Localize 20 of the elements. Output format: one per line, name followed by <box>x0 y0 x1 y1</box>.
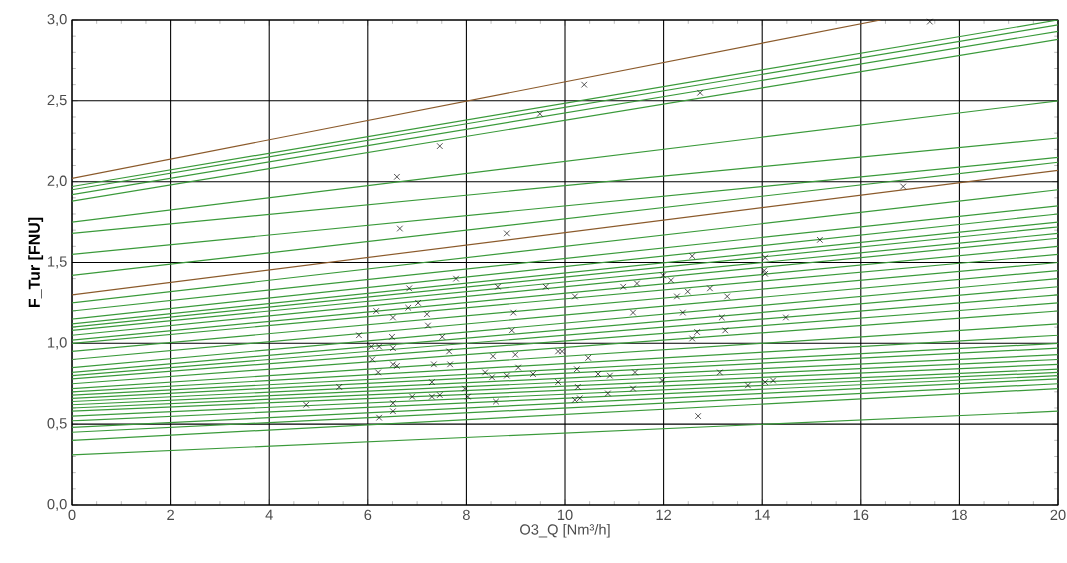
x-tick-label: 10 <box>557 509 573 521</box>
x-tick-label: 12 <box>656 509 672 520</box>
x-tick-label: 14 <box>755 509 770 520</box>
x-tick-label: 2 <box>167 509 174 520</box>
x-tick-label: 16 <box>853 509 869 521</box>
y-tick-label: 0,0 <box>47 498 67 512</box>
y-tick-label: 1,0 <box>48 337 67 350</box>
x-tick-label: 4 <box>265 509 273 520</box>
x-tick-label: 20 <box>1050 509 1066 521</box>
x-tick-label: 8 <box>462 509 470 521</box>
x-tick-label: 6 <box>364 509 372 521</box>
y-tick-label: 2,0 <box>47 175 67 188</box>
y-tick-label: 0,5 <box>47 418 67 431</box>
x-tick-label: 18 <box>952 509 967 521</box>
y-tick-label: 1,5 <box>48 256 67 269</box>
y-tick-label: 2,5 <box>47 94 67 107</box>
y-tick-label: 3,0 <box>47 13 67 27</box>
x-axis-title: O3_Q [Nm³/h] <box>520 523 610 538</box>
x-tick-label: 0 <box>68 509 76 521</box>
y-axis-title: F_Tur [FNU] <box>28 217 44 308</box>
